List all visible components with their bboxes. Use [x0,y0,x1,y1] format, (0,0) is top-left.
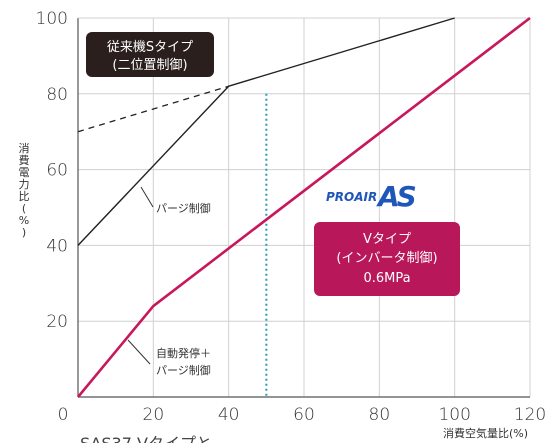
auto-label-2: パージ制御 [156,363,211,377]
proair-logo-text: PROAIR [326,190,377,204]
x-tick-label: 120 [514,405,546,425]
x-tick-label: 40 [218,405,240,425]
v-type-label-3: 0.6MPa [363,271,410,286]
purge-annotation: パージ制御 [141,187,211,215]
x-tick-label: 80 [369,405,391,425]
v-type-label-2: (インバータ制御) [336,251,437,266]
purge-leader [141,187,153,207]
s-type-callout: 従来機Sタイプ (二位置制御) [86,32,214,77]
proair-as-logo: PROAIR AS [326,180,416,213]
x-tick-labels: 0 20 40 60 80 100 120 [58,405,547,425]
y-tick-label: 100 [36,9,68,29]
x-tick-label: 0 [58,405,69,425]
s-type-label-2: (二位置制御) [112,58,187,73]
auto-leader [128,340,150,364]
y-axis-label-char: 消 [19,141,30,155]
x-axis-label: 消費空気量比(%) [443,426,528,440]
y-axis-label-char: 費 [19,153,30,167]
s-type-label-1: 従来機Sタイプ [107,40,193,55]
v-type-callout: Vタイプ (インバータ制御) 0.6MPa [314,222,460,296]
y-tick-label: 60 [46,161,68,181]
footer-caption: SAS37 Vタイプと [80,434,212,443]
x-tick-label: 100 [438,405,470,425]
y-tick-labels: 20 40 60 80 100 [36,9,68,332]
v-type-label-1: Vタイプ [363,232,411,247]
y-tick-label: 40 [46,236,68,256]
purge-label: パージ制御 [156,201,211,215]
y-tick-label: 20 [46,312,68,332]
auto-annotation: 自動発停＋ パージ制御 [128,340,211,377]
x-tick-label: 20 [143,405,165,425]
auto-label-1: 自動発停＋ [156,346,211,360]
y-tick-label: 80 [46,85,68,105]
y-axis-label-char: ) [22,226,26,239]
x-tick-label: 60 [293,405,315,425]
as-logo-text: AS [376,180,416,213]
